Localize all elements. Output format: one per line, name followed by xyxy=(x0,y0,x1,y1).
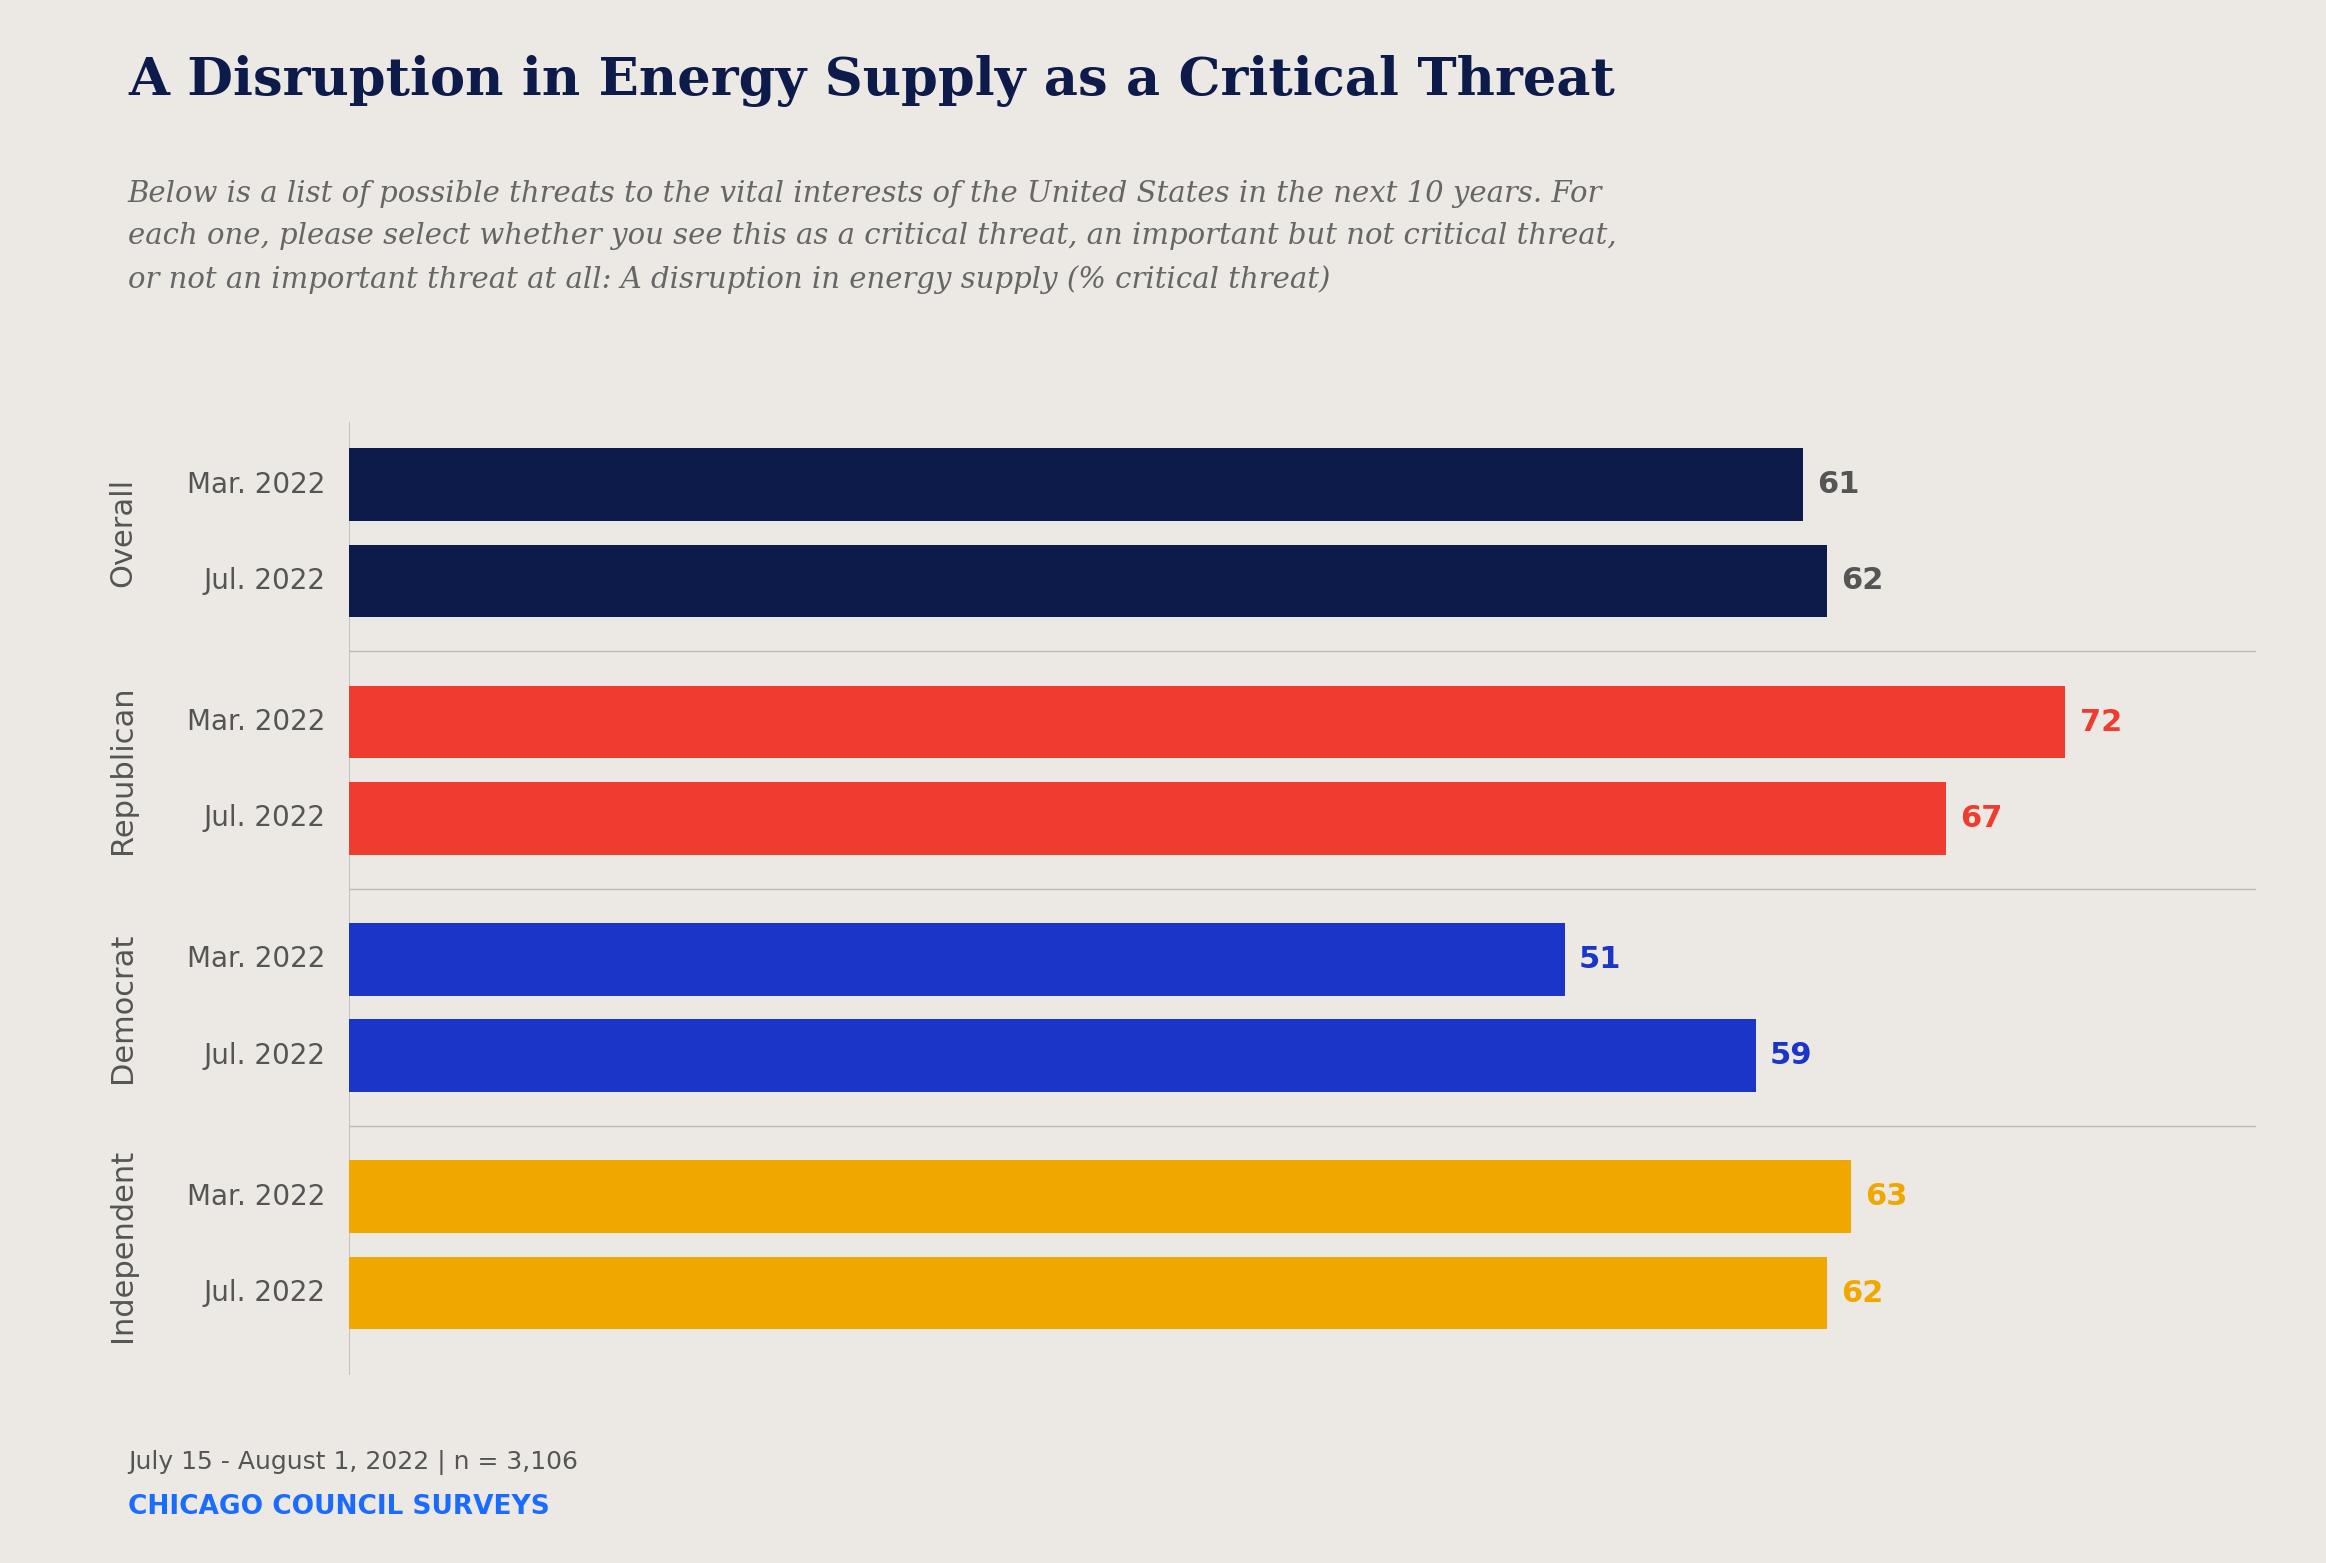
Text: Overall: Overall xyxy=(107,478,137,588)
Text: 59: 59 xyxy=(1770,1041,1812,1071)
Text: Jul. 2022: Jul. 2022 xyxy=(202,1041,326,1069)
Bar xyxy=(349,686,2065,758)
Text: Jul. 2022: Jul. 2022 xyxy=(202,1279,326,1307)
Text: 62: 62 xyxy=(1842,566,1884,596)
Bar xyxy=(349,544,1828,617)
Bar xyxy=(349,782,1947,855)
Text: 72: 72 xyxy=(2079,708,2121,736)
Text: Jul. 2022: Jul. 2022 xyxy=(202,805,326,832)
Text: A Disruption in Energy Supply as a Critical Threat: A Disruption in Energy Supply as a Criti… xyxy=(128,55,1614,106)
Bar xyxy=(349,1257,1828,1329)
Bar xyxy=(349,1019,1756,1093)
Text: Democrat: Democrat xyxy=(107,933,137,1083)
Text: July 15 - August 1, 2022 | n = 3,106: July 15 - August 1, 2022 | n = 3,106 xyxy=(128,1450,577,1475)
Text: 67: 67 xyxy=(1961,803,2003,833)
Text: Mar. 2022: Mar. 2022 xyxy=(186,946,326,974)
Text: Independent: Independent xyxy=(107,1149,137,1341)
Text: Republican: Republican xyxy=(107,686,137,855)
Bar xyxy=(349,924,1565,996)
Text: 62: 62 xyxy=(1842,1279,1884,1308)
Text: CHICAGO COUNCIL SURVEYS: CHICAGO COUNCIL SURVEYS xyxy=(128,1494,549,1521)
Text: Mar. 2022: Mar. 2022 xyxy=(186,1183,326,1211)
Text: 51: 51 xyxy=(1579,946,1621,974)
Text: Below is a list of possible threats to the vital interests of the United States : Below is a list of possible threats to t… xyxy=(128,180,1617,294)
Bar xyxy=(349,1160,1851,1233)
Bar xyxy=(349,449,1803,520)
Text: 61: 61 xyxy=(1817,470,1861,499)
Text: Mar. 2022: Mar. 2022 xyxy=(186,470,326,499)
Text: Mar. 2022: Mar. 2022 xyxy=(186,708,326,736)
Text: Jul. 2022: Jul. 2022 xyxy=(202,567,326,596)
Text: 63: 63 xyxy=(1865,1182,1907,1211)
